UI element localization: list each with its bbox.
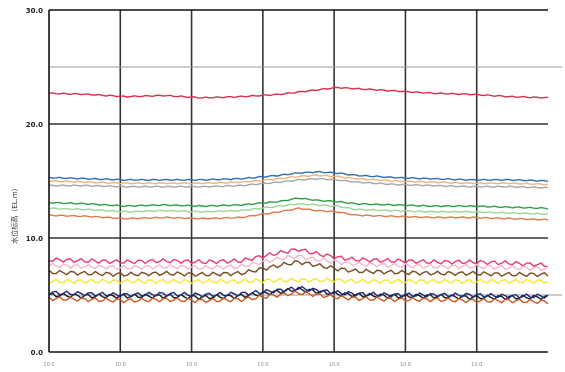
y-axis-label: 水位标高（EL.m） <box>10 184 19 243</box>
series-line <box>48 285 549 300</box>
series-line <box>48 207 549 221</box>
series-line <box>48 86 549 99</box>
x-tick-label: 10.0 <box>43 362 54 368</box>
x-tick-label: 10.0 <box>471 362 482 368</box>
series-line <box>48 197 549 210</box>
chart-axes: 0.0 10.0 20.0 30.0 10.0 10.0 10.0 10.0 10.0 10.0 1… <box>26 7 548 368</box>
y-tick-label: 30.0 <box>26 7 43 15</box>
x-tick-label: 10.0 <box>115 362 126 368</box>
series-line <box>48 254 549 272</box>
x-tick-label: 10.0 <box>400 362 411 368</box>
series-line <box>48 290 549 305</box>
series-line <box>48 174 549 186</box>
series-line <box>48 260 549 278</box>
series-line <box>48 170 549 183</box>
series-line <box>48 202 549 216</box>
y-tick-label: 20.0 <box>26 121 43 129</box>
chart-series <box>48 86 549 305</box>
series-line <box>49 177 549 189</box>
series-line <box>48 248 549 268</box>
x-tick-label: 10.0 <box>329 362 340 368</box>
series-line <box>48 277 549 285</box>
y-tick-label: 0.0 <box>31 349 44 357</box>
y-tick-label: 10.0 <box>26 235 43 243</box>
x-tick-label: 10.0 <box>257 362 268 368</box>
x-tick-label: 10.0 <box>186 362 197 368</box>
